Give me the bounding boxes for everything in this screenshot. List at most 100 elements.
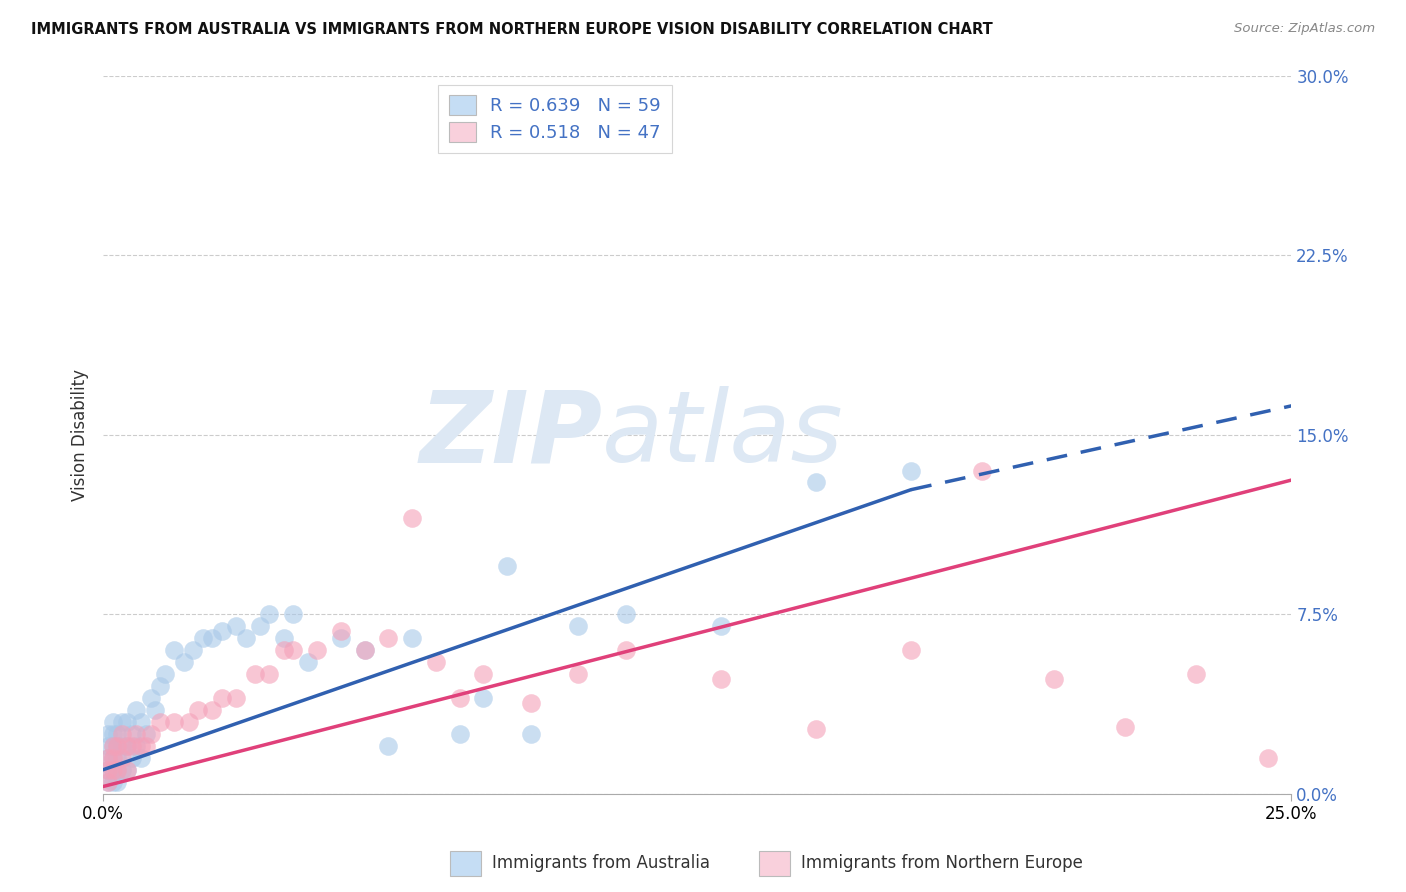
Point	[115, 739, 138, 753]
Point	[139, 690, 162, 705]
Point	[97, 774, 120, 789]
Point	[101, 763, 124, 777]
Point	[101, 751, 124, 765]
Point	[105, 774, 128, 789]
Point	[496, 559, 519, 574]
Point	[273, 643, 295, 657]
Point	[329, 624, 352, 638]
Point	[353, 643, 375, 657]
Point	[135, 727, 157, 741]
Point	[614, 643, 637, 657]
Point	[105, 739, 128, 753]
Point	[449, 727, 471, 741]
Point	[97, 774, 120, 789]
Point	[115, 714, 138, 729]
Point	[211, 624, 233, 638]
Point	[105, 727, 128, 741]
Point	[401, 631, 423, 645]
Point	[105, 751, 128, 765]
Point	[1185, 667, 1208, 681]
Point	[111, 751, 134, 765]
Point	[101, 714, 124, 729]
Point	[1257, 751, 1279, 765]
Point	[145, 703, 167, 717]
Point	[129, 739, 152, 753]
Point	[173, 655, 195, 669]
Point	[472, 667, 495, 681]
Point	[900, 463, 922, 477]
Point	[97, 751, 120, 765]
Text: IMMIGRANTS FROM AUSTRALIA VS IMMIGRANTS FROM NORTHERN EUROPE VISION DISABILITY C: IMMIGRANTS FROM AUSTRALIA VS IMMIGRANTS …	[31, 22, 993, 37]
Point	[972, 463, 994, 477]
Point	[101, 739, 124, 753]
Point	[111, 727, 134, 741]
Point	[111, 763, 134, 777]
Point	[101, 774, 124, 789]
Point	[353, 643, 375, 657]
Point	[211, 690, 233, 705]
Point	[97, 751, 120, 765]
Point	[121, 727, 143, 741]
Point	[804, 475, 827, 490]
Point	[567, 619, 589, 633]
Point	[101, 739, 124, 753]
Text: Immigrants from Northern Europe: Immigrants from Northern Europe	[801, 855, 1083, 872]
Point	[273, 631, 295, 645]
Point	[804, 722, 827, 736]
Point	[115, 763, 138, 777]
Point	[377, 631, 399, 645]
Point	[153, 667, 176, 681]
Point	[259, 667, 281, 681]
Point	[187, 703, 209, 717]
Point	[125, 727, 148, 741]
Text: ZIP: ZIP	[419, 386, 602, 483]
Point	[472, 690, 495, 705]
Point	[101, 727, 124, 741]
Point	[191, 631, 214, 645]
Point	[245, 667, 267, 681]
Point	[139, 727, 162, 741]
Point	[115, 763, 138, 777]
Point	[111, 714, 134, 729]
Point	[225, 619, 247, 633]
Point	[183, 643, 205, 657]
Text: Immigrants from Australia: Immigrants from Australia	[492, 855, 710, 872]
Point	[105, 763, 128, 777]
Point	[125, 739, 148, 753]
Point	[520, 727, 543, 741]
Point	[401, 511, 423, 525]
Point	[163, 714, 186, 729]
Point	[305, 643, 328, 657]
Point	[149, 679, 172, 693]
Point	[101, 763, 124, 777]
Point	[121, 739, 143, 753]
Point	[163, 643, 186, 657]
Point	[121, 751, 143, 765]
Point	[129, 714, 152, 729]
Text: Source: ZipAtlas.com: Source: ZipAtlas.com	[1234, 22, 1375, 36]
Point	[567, 667, 589, 681]
Point	[425, 655, 447, 669]
Text: atlas: atlas	[602, 386, 844, 483]
Point	[377, 739, 399, 753]
Point	[710, 619, 733, 633]
Point	[259, 607, 281, 621]
Point	[449, 690, 471, 705]
Point	[125, 703, 148, 717]
Point	[97, 763, 120, 777]
Point	[101, 751, 124, 765]
Point	[235, 631, 257, 645]
Point	[1042, 672, 1064, 686]
Point	[105, 763, 128, 777]
Point	[97, 727, 120, 741]
Point	[225, 690, 247, 705]
Point	[135, 739, 157, 753]
Point	[249, 619, 271, 633]
Point	[201, 631, 224, 645]
Legend: R = 0.639   N = 59, R = 0.518   N = 47: R = 0.639 N = 59, R = 0.518 N = 47	[437, 85, 672, 153]
Point	[97, 739, 120, 753]
Point	[614, 607, 637, 621]
Point	[283, 643, 305, 657]
Point	[520, 696, 543, 710]
Point	[97, 763, 120, 777]
